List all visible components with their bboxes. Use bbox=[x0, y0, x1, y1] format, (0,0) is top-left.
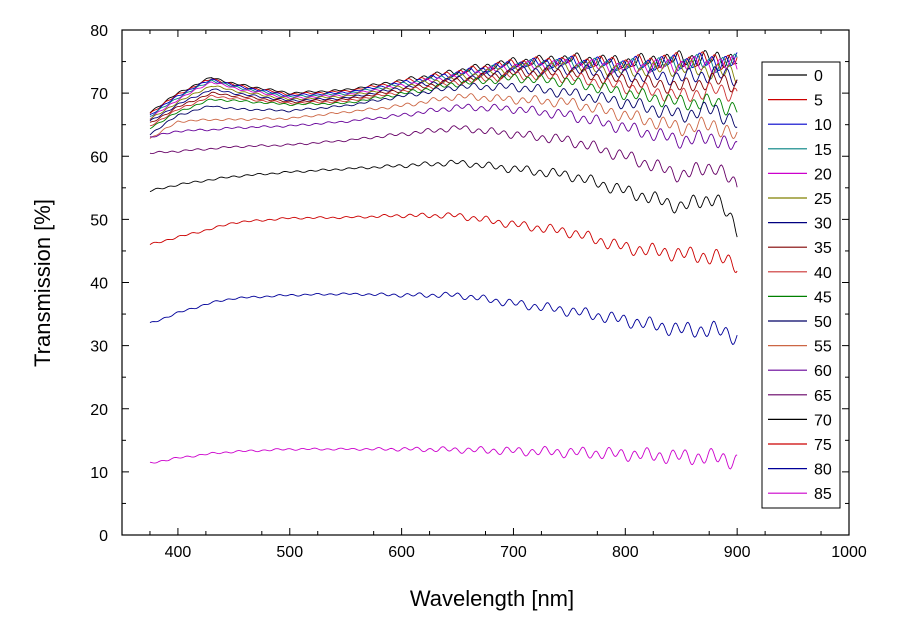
legend-label-85: 85 bbox=[814, 486, 832, 503]
series-line-45 bbox=[149, 73, 738, 130]
y-tick-label: 40 bbox=[90, 276, 108, 293]
legend-items: 0 5 10 15 20 25 30 35 40 45 50 55 60 65 70 75 80 85 bbox=[768, 68, 832, 503]
x-axis-title: Wavelength [nm] bbox=[410, 586, 574, 611]
series-line-25 bbox=[149, 59, 738, 121]
series-line-30 bbox=[149, 64, 738, 122]
series-line-80 bbox=[149, 291, 738, 345]
series-line-70 bbox=[149, 159, 738, 238]
series-line-85 bbox=[149, 445, 738, 470]
x-tick-label: 900 bbox=[724, 544, 751, 561]
y-tick-label: 70 bbox=[90, 86, 108, 103]
legend-label-40: 40 bbox=[814, 265, 832, 282]
legend-label-25: 25 bbox=[814, 191, 832, 208]
x-tick-label: 800 bbox=[612, 544, 639, 561]
x-tick-label: 400 bbox=[165, 544, 192, 561]
legend-box bbox=[761, 61, 841, 509]
legend-label-20: 20 bbox=[814, 166, 832, 183]
series-line-75 bbox=[149, 212, 738, 274]
legend-label-45: 45 bbox=[814, 289, 832, 306]
y-axis-title: Transmission [%] bbox=[30, 199, 55, 367]
legend-label-50: 50 bbox=[814, 314, 832, 331]
y-tick-label: 30 bbox=[90, 339, 108, 356]
legend-label-60: 60 bbox=[814, 363, 832, 380]
y-tick-label: 50 bbox=[90, 212, 108, 229]
legend-label-35: 35 bbox=[814, 240, 832, 257]
legend-label-55: 55 bbox=[814, 339, 832, 356]
y-tick-label: 60 bbox=[90, 149, 108, 166]
series-line-60 bbox=[149, 103, 738, 150]
y-tick-label: 80 bbox=[90, 23, 108, 40]
series-line-55 bbox=[149, 93, 738, 140]
x-tick-label: 1000 bbox=[831, 544, 867, 561]
legend-label-80: 80 bbox=[814, 462, 832, 479]
legend-label-30: 30 bbox=[814, 216, 832, 233]
legend-label-10: 10 bbox=[814, 117, 832, 134]
y-tick-label: 0 bbox=[99, 528, 108, 545]
x-tick-label: 600 bbox=[388, 544, 415, 561]
legend: 0 5 10 15 20 25 30 35 40 45 50 55 60 65 70 75 80 85 bbox=[761, 61, 841, 509]
legend-label-70: 70 bbox=[814, 412, 832, 429]
y-tick-label: 20 bbox=[90, 402, 108, 419]
series-layer bbox=[149, 50, 738, 470]
series-line-50 bbox=[149, 82, 738, 136]
legend-label-65: 65 bbox=[814, 388, 832, 405]
legend-label-75: 75 bbox=[814, 437, 832, 454]
x-tick-label: 500 bbox=[276, 544, 303, 561]
legend-label-0: 0 bbox=[814, 68, 823, 85]
legend-label-5: 5 bbox=[814, 93, 823, 110]
y-tick-label: 10 bbox=[90, 465, 108, 482]
x-tick-label: 700 bbox=[500, 544, 527, 561]
series-line-65 bbox=[149, 125, 738, 188]
legend-label-15: 15 bbox=[814, 142, 832, 159]
series-line-35 bbox=[149, 67, 738, 123]
